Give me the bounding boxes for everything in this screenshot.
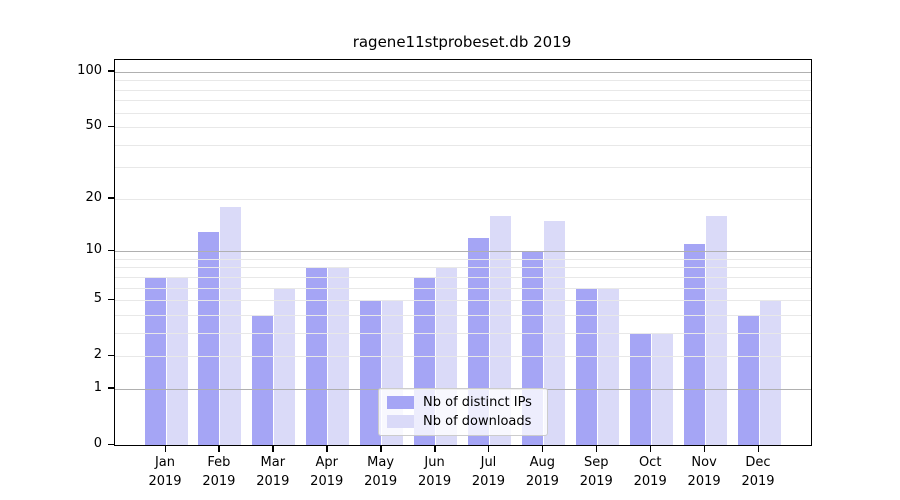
x-tick-year: 2019 <box>633 474 667 489</box>
x-tick-label: May 2019 <box>349 453 413 491</box>
y-tick-mark <box>108 298 114 301</box>
x-tick-year: 2019 <box>687 474 721 489</box>
bar-distinct-ips <box>252 314 274 445</box>
legend-row-distinct-ips: Nb of distinct IPs <box>379 395 547 411</box>
x-tick-year: 2019 <box>579 474 613 489</box>
y-tick-mark <box>108 387 114 389</box>
x-tick-month: Feb <box>207 455 231 470</box>
x-tick-mark <box>595 445 598 452</box>
bar-distinct-ips <box>360 300 382 445</box>
x-tick-month: Nov <box>691 455 717 470</box>
plot-area: Nb of distinct IPs Nb of downloads <box>114 59 812 446</box>
bar-downloads <box>220 206 242 445</box>
y-tick-label: 1 <box>93 379 102 395</box>
bar-downloads <box>166 276 188 445</box>
x-tick-month: May <box>367 455 395 470</box>
y-tick-label: 5 <box>93 291 102 307</box>
x-tick-label: Oct 2019 <box>618 453 682 491</box>
legend-label-downloads: Nb of downloads <box>423 413 532 429</box>
x-tick-month: Jan <box>154 455 176 470</box>
x-tick-year: 2019 <box>741 474 775 489</box>
x-tick-year: 2019 <box>364 474 398 489</box>
y-tick-mark <box>108 249 114 252</box>
x-tick-month: Apr <box>315 455 338 470</box>
y-tick-label: 100 <box>77 62 102 78</box>
y-tick-label: 10 <box>85 242 102 258</box>
x-tick-year: 2019 <box>471 474 505 489</box>
x-tick-mark <box>649 445 652 452</box>
x-tick-year: 2019 <box>202 474 236 489</box>
y-tick-mark <box>108 354 114 357</box>
legend: Nb of distinct IPs Nb of downloads <box>378 388 548 436</box>
bar-downloads <box>274 287 296 445</box>
x-tick-label: Jun 2019 <box>403 453 467 491</box>
x-tick-mark <box>434 445 436 452</box>
bar-distinct-ips <box>306 267 328 445</box>
bar-downloads <box>328 267 350 445</box>
bar-distinct-ips <box>144 276 166 445</box>
y-tick-mark <box>108 70 114 72</box>
x-tick-label: Apr 2019 <box>295 453 359 491</box>
bar-downloads <box>759 300 781 445</box>
y-tick-mark <box>108 125 114 128</box>
x-tick-month: Jul <box>480 455 497 470</box>
x-tick-mark <box>272 445 274 452</box>
x-tick-month: Dec <box>745 455 771 470</box>
bar-downloads <box>597 287 619 445</box>
x-tick-mark <box>380 445 382 452</box>
x-tick-year: 2019 <box>256 474 290 489</box>
x-tick-month: Aug <box>529 455 556 470</box>
x-tick-year: 2019 <box>418 474 452 489</box>
bar-downloads <box>651 332 673 445</box>
legend-swatch-distinct-ips <box>387 396 414 409</box>
y-tick-mark <box>108 443 114 445</box>
bar-distinct-ips <box>737 314 759 445</box>
x-tick-month: Jun <box>424 455 445 470</box>
x-tick-label: Feb 2019 <box>187 453 251 491</box>
x-tick-label: Jul 2019 <box>456 453 520 491</box>
bar-distinct-ips <box>198 231 220 445</box>
bar-distinct-ips <box>683 244 705 445</box>
y-tick-label: 0 <box>93 436 102 451</box>
x-tick-year: 2019 <box>148 474 182 489</box>
bar-downloads <box>705 215 727 445</box>
x-tick-mark <box>541 445 544 452</box>
legend-row-downloads: Nb of downloads <box>379 414 547 430</box>
y-tick-mark <box>108 197 114 199</box>
x-tick-mark <box>326 445 328 452</box>
chart-title: ragene11stprobeset.db 2019 <box>352 33 572 51</box>
x-tick-label: Dec 2019 <box>726 453 790 491</box>
y-tick-label: 50 <box>85 118 102 134</box>
x-tick-month: Oct <box>638 455 662 470</box>
x-tick-year: 2019 <box>525 474 559 489</box>
x-tick-label: Sep 2019 <box>564 453 628 491</box>
bar-downloads <box>489 215 511 445</box>
x-tick-month: Sep <box>584 455 609 470</box>
x-tick-label: Aug 2019 <box>510 453 574 491</box>
x-tick-label: Mar 2019 <box>241 453 305 491</box>
x-tick-mark <box>703 445 706 452</box>
x-tick-mark <box>487 445 490 452</box>
x-tick-label: Nov 2019 <box>672 453 736 491</box>
x-tick-mark <box>164 445 166 452</box>
legend-swatch-downloads <box>387 415 414 428</box>
y-tick-label: 20 <box>85 189 102 205</box>
x-tick-mark <box>757 445 759 452</box>
x-tick-mark <box>218 445 220 452</box>
x-tick-year: 2019 <box>310 474 344 489</box>
y-tick-label: 2 <box>93 347 102 363</box>
x-tick-label: Jan 2019 <box>133 453 197 491</box>
bar-distinct-ips <box>629 332 651 445</box>
legend-label-distinct-ips: Nb of distinct IPs <box>423 394 532 410</box>
x-tick-month: Mar <box>260 455 286 470</box>
bar-distinct-ips <box>575 287 597 445</box>
